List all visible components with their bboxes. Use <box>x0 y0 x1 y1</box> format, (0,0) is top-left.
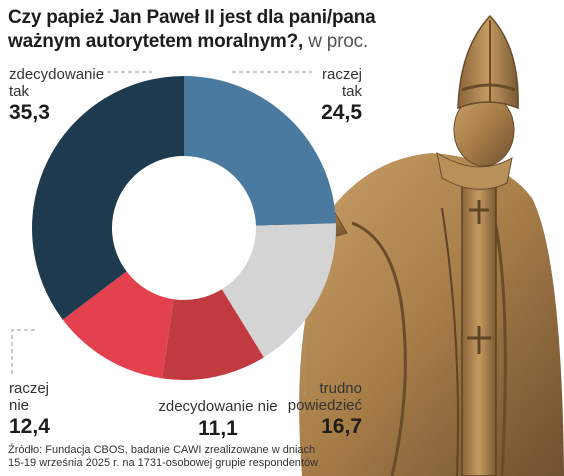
label-line: powiedzieć <box>287 397 362 414</box>
label-line: tak <box>9 83 30 100</box>
label-line: trudno <box>319 380 362 397</box>
label-raczej-nie: raczej nie <box>9 380 49 414</box>
slice-raczej-nie <box>62 271 174 379</box>
chart-title-unit: w proc. <box>303 31 369 52</box>
label-raczej-tak: raczej tak <box>262 66 362 100</box>
value-raczej-tak: 24,5 <box>321 101 362 124</box>
value-zdecydowanie-tak: 35,3 <box>9 101 50 124</box>
pope-statue-illustration <box>265 14 564 476</box>
label-line: zdecydowanie <box>9 66 105 83</box>
slice-zdecydowanie-nie <box>162 289 264 380</box>
label-line: tak <box>341 83 362 100</box>
value-trudno-powiedziec: 16,7 <box>321 415 362 438</box>
label-zdecydowanie-nie: zdecydowanie nie <box>158 398 278 415</box>
label-line: nie <box>9 397 30 414</box>
chart-title-main: Czy papież Jan Paweł II jest dla pani/pa… <box>8 7 376 52</box>
label-zdecydowanie-tak: zdecydowanie tak <box>9 66 104 100</box>
slice-trudno-powiedziec <box>221 223 336 358</box>
slice-zdecydowanie-tak <box>31 76 185 320</box>
slice-raczej-tak <box>184 76 336 226</box>
label-line: raczej <box>9 380 50 397</box>
value-zdecydowanie-nie: 11,1 <box>198 417 238 440</box>
label-line: raczej <box>321 66 362 83</box>
source-note: Źródło: Fundacja CBOS, badanie CAWI zrea… <box>8 444 319 469</box>
label-trudno-powiedziec: trudno powiedzieć <box>262 380 362 414</box>
value-raczej-nie: 12,4 <box>9 415 50 438</box>
chart-title: Czy papież Jan Paweł II jest dla pani/pa… <box>8 6 438 54</box>
leader-line <box>11 329 36 374</box>
